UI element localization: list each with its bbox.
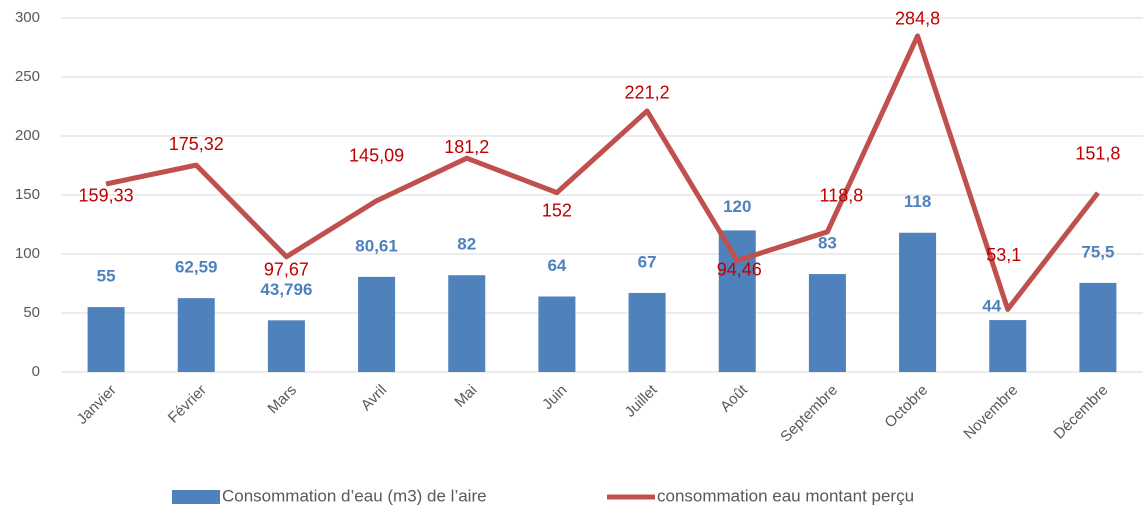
x-tick-label: Mai xyxy=(451,382,480,411)
line-value-label: 118,8 xyxy=(820,186,864,206)
line-value-label: 152 xyxy=(542,200,572,220)
bar xyxy=(989,320,1027,372)
y-tick-label: 200 xyxy=(15,127,40,144)
x-tick-label: Juillet xyxy=(622,381,662,421)
bar-value-label: 118 xyxy=(904,192,931,211)
bar xyxy=(538,296,576,372)
line-value-label: 221,2 xyxy=(625,83,670,103)
bar-value-label: 120 xyxy=(723,197,751,216)
legend-label: consommation eau montant perçu xyxy=(657,486,914,505)
x-tick-label: Février xyxy=(165,382,210,427)
line-value-label: 94,46 xyxy=(717,259,762,279)
line xyxy=(105,33,1100,312)
bar xyxy=(87,307,125,372)
bar xyxy=(718,230,756,372)
line-value-label: 284,8 xyxy=(895,9,940,29)
bar-value-label: 80,61 xyxy=(355,236,398,255)
bar xyxy=(808,274,846,372)
x-tick-label: Octobre xyxy=(881,382,931,432)
line-value-label: 151,8 xyxy=(1075,144,1120,164)
x-tick-label: Janvier xyxy=(74,382,120,428)
line-value-label: 97,67 xyxy=(264,259,309,279)
bar-value-label: 62,59 xyxy=(175,258,218,277)
bar xyxy=(1079,282,1117,372)
line-value-label: 181,2 xyxy=(444,137,489,157)
y-tick-label: 300 xyxy=(15,9,40,26)
x-tick-label: Décembre xyxy=(1051,382,1112,443)
x-tick-label: Août xyxy=(717,381,751,415)
legend-label: Consommation d’eau (m3) de l’aire xyxy=(222,486,487,505)
y-tick-label: 100 xyxy=(15,245,40,262)
x-tick-label: Mars xyxy=(264,382,300,418)
line-value-label: 145,09 xyxy=(349,146,404,166)
y-tick-label: 150 xyxy=(15,186,40,203)
line-value-label: 175,32 xyxy=(169,134,224,154)
x-tick-label: Avril xyxy=(358,382,390,414)
y-tick-label: 250 xyxy=(15,68,40,85)
bar-value-label: 55 xyxy=(97,267,116,286)
y-tick-label: 50 xyxy=(23,304,40,321)
bar xyxy=(628,292,666,372)
bar-value-label: 83 xyxy=(818,234,837,253)
bar xyxy=(358,276,396,372)
bar-value-label: 67 xyxy=(638,252,657,271)
x-tick-label: Septembre xyxy=(777,382,841,446)
line-value-label: 159,33 xyxy=(79,186,134,206)
bar-value-label: 75,5 xyxy=(1081,242,1114,261)
bar-value-label: 64 xyxy=(547,256,566,275)
legend-swatch xyxy=(172,490,220,504)
y-tick-label: 0 xyxy=(32,363,40,380)
bar xyxy=(267,320,305,372)
bar xyxy=(448,275,486,372)
bar-value-label: 82 xyxy=(457,235,476,254)
bar xyxy=(177,298,215,372)
bar-value-label: 43,796 xyxy=(260,280,312,299)
x-tick-label: Novembre xyxy=(960,382,1021,443)
x-tick-label: Juin xyxy=(539,382,570,413)
bar-value-label: 44 xyxy=(982,297,1001,316)
line-value-label: 53,1 xyxy=(986,245,1021,265)
bar xyxy=(899,232,937,372)
